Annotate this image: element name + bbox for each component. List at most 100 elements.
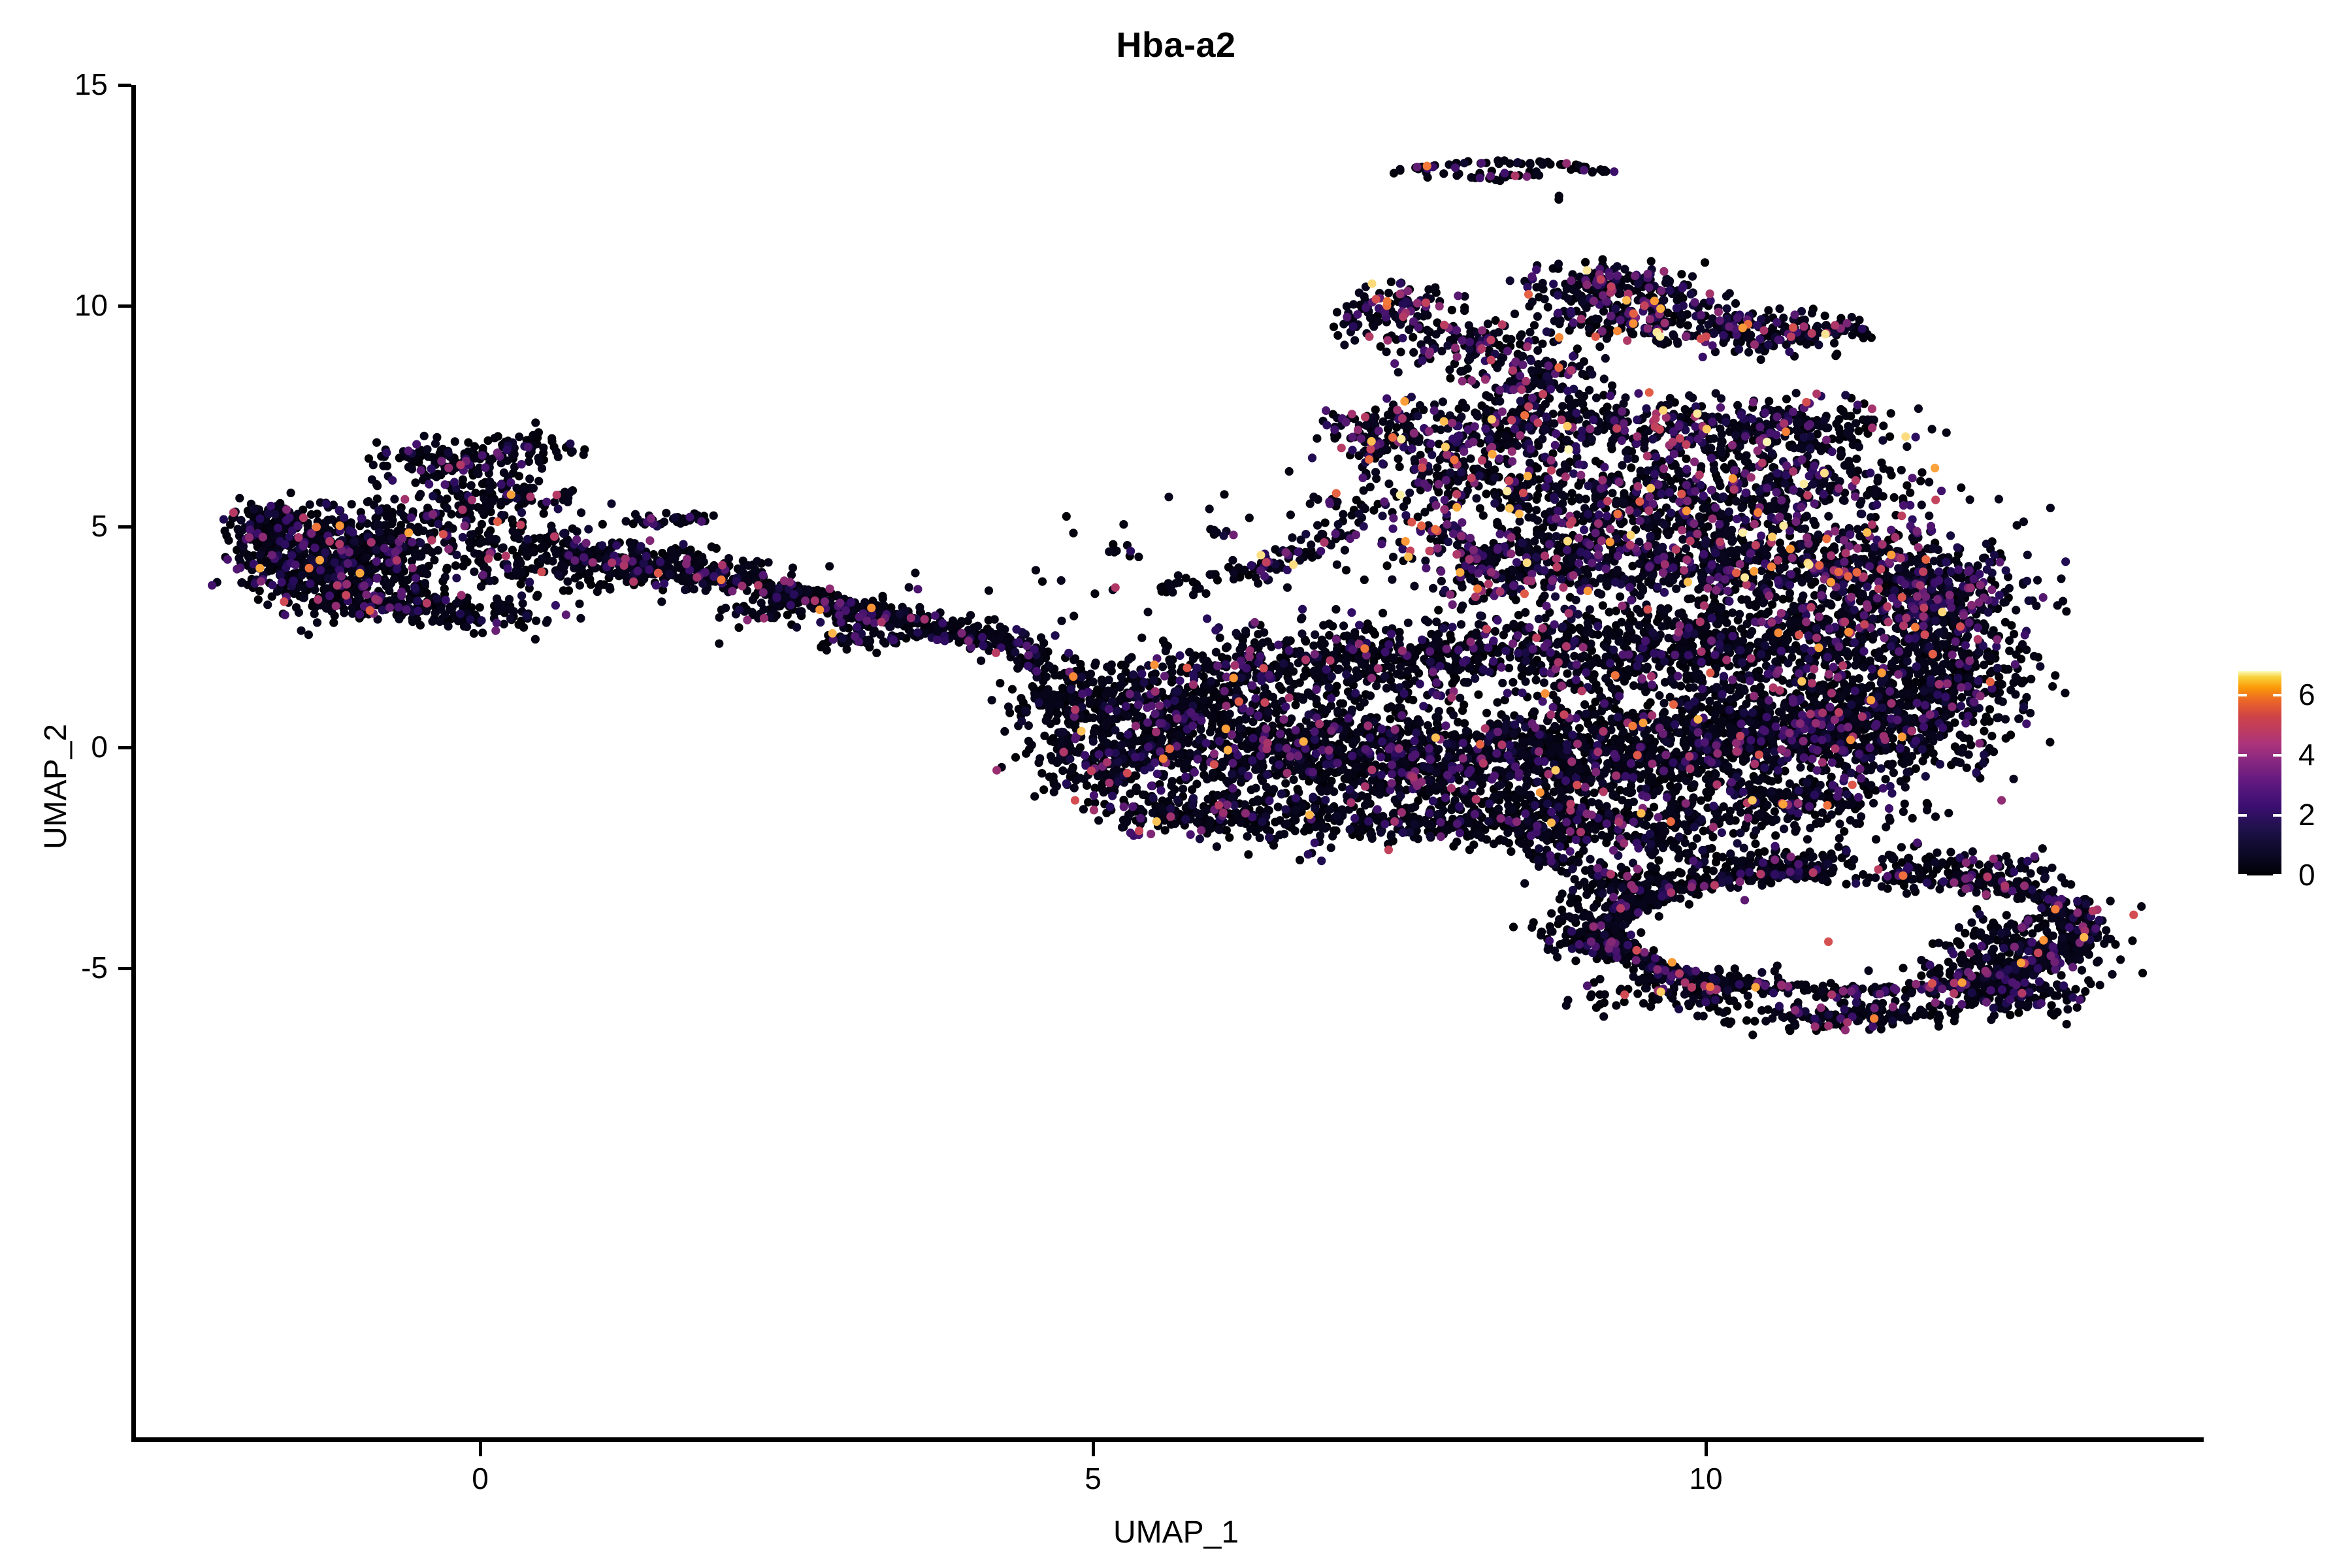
scatter-point (1070, 612, 1079, 621)
scatter-point (1567, 497, 1576, 506)
scatter-point (1338, 699, 1348, 708)
scatter-point (1376, 342, 1385, 351)
scatter-point (1767, 777, 1776, 786)
scatter-point (1957, 483, 1966, 493)
scatter-point (1369, 506, 1379, 515)
scatter-point (1922, 798, 1931, 808)
scatter-point (1167, 678, 1176, 687)
scatter-point (1612, 1001, 1621, 1010)
scatter-point (253, 595, 263, 604)
scatter-point (1039, 785, 1049, 794)
scatter-point (1703, 522, 1712, 531)
scatter-point (1917, 971, 1926, 980)
scatter-point (2046, 738, 2055, 747)
scatter-point (1446, 374, 1455, 383)
scatter-point (1871, 835, 1881, 844)
scatter-point (458, 475, 467, 484)
scatter-point (878, 591, 887, 601)
scatter-point (1396, 656, 1405, 666)
scatter-point (1062, 512, 1071, 521)
scatter-point (1507, 847, 1516, 856)
scatter-point (1605, 608, 1614, 617)
scatter-point (1643, 701, 1652, 710)
scatter-point (2084, 976, 2093, 985)
scatter-point (1760, 847, 1769, 856)
scatter-point (1899, 964, 1908, 973)
scatter-point (1571, 956, 1580, 966)
scatter-point (493, 552, 502, 561)
scatter-point (1434, 606, 1443, 615)
scatter-point (1886, 432, 1895, 441)
scatter-point (1654, 856, 1663, 865)
scatter-point (1394, 454, 1403, 463)
scatter-point (1360, 575, 1369, 585)
scatter-point (1446, 634, 1456, 644)
scatter-point (1371, 405, 1380, 414)
scatter-point (1980, 717, 1989, 727)
scatter-point (1961, 928, 1970, 938)
scatter-point (1447, 306, 1456, 315)
scatter-point (1820, 311, 1829, 320)
scatter-point (529, 431, 538, 440)
scatter-point (1333, 331, 1343, 340)
scatter-point (1953, 938, 1963, 947)
scatter-point (1852, 454, 1861, 463)
scatter-point (1701, 258, 1710, 267)
scatter-point (1341, 566, 1351, 575)
scatter-point (1588, 675, 1597, 684)
scatter-point (1666, 781, 1675, 791)
scatter-point (1590, 788, 1599, 798)
scatter-point (442, 494, 451, 504)
scatter-point (1386, 715, 1395, 724)
scatter-point (1771, 831, 1780, 840)
scatter-point (1684, 900, 1693, 909)
scatter-point (2128, 936, 2137, 945)
scatter-point (1742, 1016, 1752, 1025)
scatter-point (1748, 436, 1757, 445)
scatter-point (1770, 807, 1779, 816)
scatter-point (1452, 837, 1462, 847)
scatter-point (411, 478, 420, 487)
scatter-point (1696, 796, 1706, 805)
scatter-point (1302, 823, 1311, 832)
scatter-point (1918, 468, 1927, 477)
scatter-point (1029, 683, 1038, 692)
scatter-panel (133, 85, 2204, 1439)
scatter-point (1980, 727, 1989, 736)
scatter-point (1478, 511, 1488, 520)
scatter-point (1575, 723, 1584, 733)
scatter-point (1842, 879, 1851, 889)
scatter-point (1778, 595, 1788, 604)
scatter-point (570, 574, 580, 583)
scatter-points (208, 156, 2148, 1039)
scatter-point (1831, 351, 1840, 361)
scatter-point (1563, 669, 1572, 678)
scatter-point (2001, 617, 2010, 627)
scatter-point (1527, 923, 1537, 932)
scatter-point (1037, 577, 1047, 586)
scatter-point (1329, 322, 1339, 331)
scatter-point (1509, 923, 1518, 932)
scatter-point (1011, 753, 1021, 762)
scatter-point (734, 623, 743, 632)
scatter-point (1682, 454, 1691, 463)
scatter-point (1916, 476, 1925, 485)
scatter-point (1225, 833, 1234, 842)
scatter-point (1244, 850, 1253, 859)
scatter-point (1395, 462, 1404, 472)
scatter-point (1491, 316, 1500, 325)
scatter-point (1908, 813, 1917, 823)
scatter-point (1615, 785, 1625, 794)
scatter-point (811, 586, 821, 595)
scatter-point (224, 536, 233, 545)
scatter-point (508, 515, 517, 524)
scatter-point (1859, 399, 1869, 408)
scatter-point (1130, 771, 1139, 780)
scatter-point (1827, 772, 1836, 781)
scatter-point (1382, 561, 1392, 570)
scatter-point (1281, 779, 1290, 788)
scatter-point (1330, 434, 1339, 443)
scatter-point (469, 629, 479, 638)
scatter-point (1458, 706, 1467, 715)
